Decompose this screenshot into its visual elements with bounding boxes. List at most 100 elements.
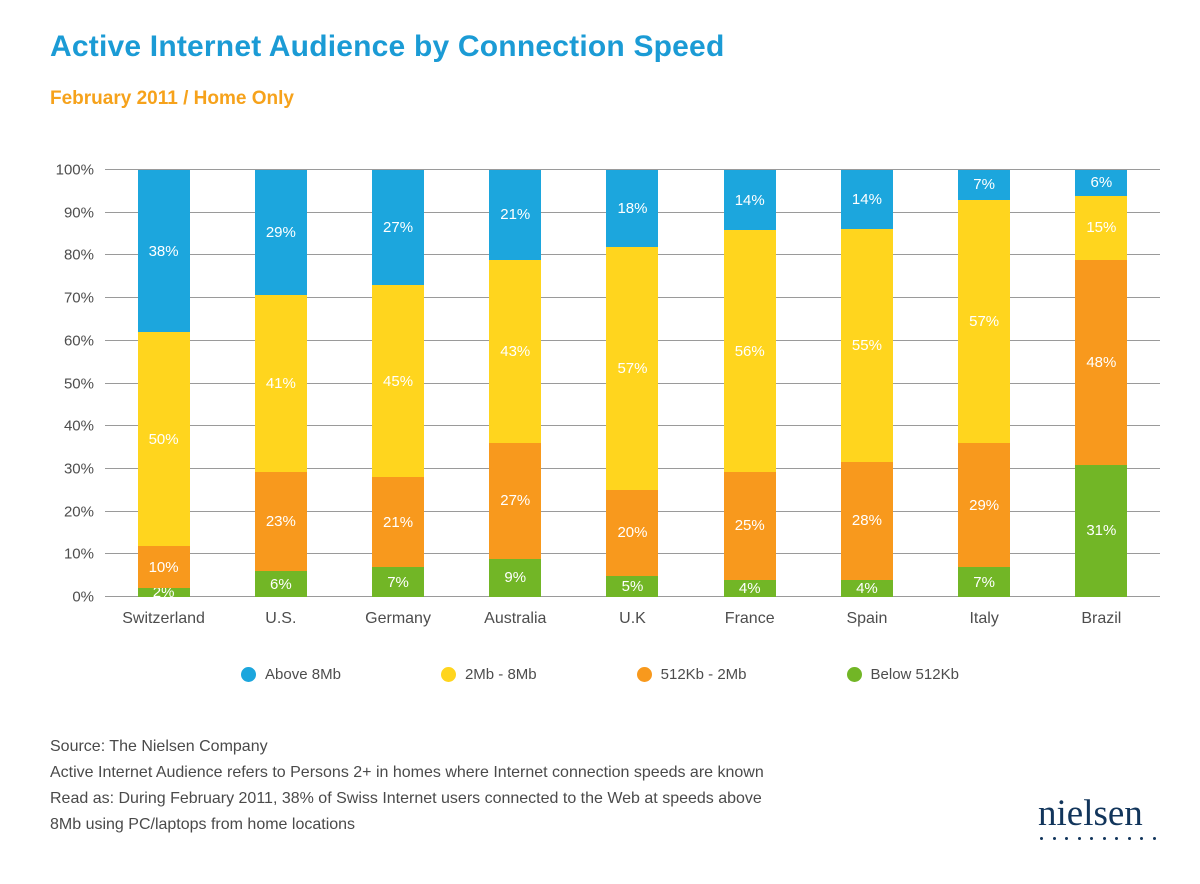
- legend-item: 2Mb - 8Mb: [440, 666, 537, 683]
- y-tick-label: 0%: [72, 588, 94, 606]
- legend-item: Below 512Kb: [846, 666, 959, 683]
- bar-column-australia: 9% 27% 43% 21%: [457, 170, 574, 597]
- bar-segment: 27%: [372, 170, 425, 286]
- bar-column-switzerland: 2% 10% 50% 38%: [105, 170, 222, 600]
- stacked-bar-chart: 0% 10% 20% 30% 40% 50% 60% 70% 80% 90% 100% 2% 10% 5…: [50, 162, 1160, 606]
- bar-segment: 31%: [1075, 464, 1128, 597]
- bars-row: 2% 10% 50% 38% 6% 23% 41% 29% 7% 21% 45% 27% 9% 27% 43…: [105, 170, 1160, 600]
- bar-segment: 5%: [606, 575, 659, 597]
- y-axis: 0% 10% 20% 30% 40% 50% 60% 70% 80% 90% 100%: [50, 162, 100, 606]
- legend-color-dot: [241, 667, 257, 682]
- logo-dot: [1040, 837, 1043, 840]
- bar-value-label: 29%: [969, 496, 1000, 514]
- bar-segment: 25%: [723, 471, 776, 580]
- bar-segment: 55%: [840, 229, 893, 462]
- bar-value-label: 6%: [269, 575, 292, 593]
- bar-value-label: 7%: [387, 573, 409, 591]
- bar-column-u-k: 5% 20% 57% 18%: [574, 170, 691, 597]
- nielsen-logo: nielsen: [1038, 795, 1160, 840]
- bar-segment: 21%: [372, 477, 425, 568]
- logo-dot: [1115, 837, 1119, 840]
- chart-title: Active Internet Audience by Connection S…: [50, 30, 725, 63]
- y-tick-label: 40%: [63, 417, 94, 435]
- bar-segment: 10%: [137, 545, 190, 589]
- bar-value-label: 5%: [621, 577, 644, 595]
- chart-subtitle: February 2011 / Home Only: [50, 88, 294, 109]
- bar-segment: 14%: [723, 170, 776, 231]
- bar-value-label: 4%: [856, 580, 878, 598]
- logo-dot: [1152, 837, 1156, 840]
- y-tick-label: 70%: [63, 289, 94, 307]
- legend-item: 512Kb - 2Mb: [636, 666, 747, 683]
- x-axis-label: U.S.: [265, 610, 297, 627]
- bar-value-label: 10%: [148, 558, 179, 576]
- y-tick-label: 20%: [63, 503, 94, 521]
- legend-label: Below 512Kb: [870, 666, 959, 683]
- bar-segment: 7%: [372, 567, 425, 597]
- bar-column-brazil: 31% 48% 15% 6%: [1043, 170, 1160, 597]
- bar-value-label: 31%: [1086, 522, 1117, 540]
- y-tick-label: 90%: [63, 204, 94, 222]
- x-axis-label: U.K: [619, 610, 646, 627]
- bar-segment: 7%: [958, 567, 1011, 597]
- gridline: [105, 169, 1160, 170]
- read-as-line-1: Read as: During February 2011, 38% of Sw…: [50, 790, 762, 807]
- bar-segment: 41%: [254, 295, 307, 472]
- legend: Above 8Mb 2Mb - 8Mb 512Kb - 2Mb Below 512Kb: [0, 666, 1200, 683]
- bar-value-label: 45%: [383, 372, 414, 390]
- bar-segment: 57%: [606, 246, 659, 491]
- bar-value-label: 27%: [383, 219, 414, 237]
- bar-value-label: 21%: [500, 206, 531, 224]
- bar-segment: 28%: [840, 461, 893, 581]
- nielsen-wordmark: nielsen: [1038, 793, 1143, 834]
- bar-value-label: 41%: [265, 375, 296, 393]
- read-as-line-2: 8Mb using PC/laptops from home locations: [50, 816, 356, 833]
- bar-stack: 4% 28% 55% 14%: [840, 170, 893, 598]
- bar-column-france: 4% 25% 56% 14%: [691, 170, 808, 597]
- x-axis: Switzerland U.S. Germany Australia U.K France…: [105, 610, 1160, 628]
- bar-value-label: 57%: [969, 313, 1000, 331]
- bar-stack: 7% 21% 45% 27%: [372, 170, 425, 597]
- x-axis-label: Germany: [365, 610, 431, 627]
- x-axis-label: Australia: [484, 610, 547, 627]
- footnotes: Source: The Nielsen Company Active Inter…: [50, 734, 764, 838]
- bar-segment: 9%: [489, 558, 542, 597]
- bar-segment: 6%: [1075, 170, 1128, 196]
- bar-segment: 14%: [840, 170, 893, 230]
- bar-segment: 21%: [489, 170, 542, 260]
- bar-segment: 18%: [606, 170, 659, 247]
- y-tick-label: 100%: [55, 161, 94, 179]
- bar-value-label: 6%: [1090, 174, 1113, 192]
- source-line: Source: The Nielsen Company: [50, 738, 268, 755]
- bar-value-label: 50%: [148, 430, 179, 448]
- bar-segment: 29%: [254, 170, 307, 296]
- bar-value-label: 43%: [500, 342, 531, 360]
- bar-value-label: 14%: [851, 191, 882, 209]
- bar-stack: 4% 25% 56% 14%: [723, 170, 776, 597]
- bar-column-italy: 7% 29% 57% 7%: [926, 170, 1043, 597]
- x-axis-label: Switzerland: [122, 610, 205, 627]
- logo-dot: [1065, 837, 1069, 840]
- bar-stack: 9% 27% 43% 21%: [489, 170, 542, 597]
- y-tick-label: 10%: [63, 545, 94, 563]
- bar-segment: 6%: [254, 571, 307, 597]
- legend-color-dot: [440, 667, 456, 682]
- bar-value-label: 27%: [500, 492, 531, 510]
- legend-color-dot: [636, 667, 652, 682]
- y-tick-label: 50%: [63, 375, 94, 392]
- bar-value-label: 14%: [734, 191, 765, 209]
- bar-segment: 38%: [137, 170, 190, 333]
- bar-segment: 20%: [606, 490, 659, 576]
- bar-column-spain: 4% 28% 55% 14%: [808, 170, 925, 597]
- legend-label: Above 8Mb: [265, 666, 341, 683]
- bar-segment: 45%: [372, 285, 425, 478]
- bar-segment: 43%: [489, 259, 542, 444]
- bar-value-label: 29%: [265, 224, 296, 242]
- bar-segment: 48%: [1075, 259, 1128, 465]
- x-axis-label: France: [724, 610, 775, 627]
- legend-item: Above 8Mb: [241, 666, 341, 683]
- bar-value-label: 25%: [734, 517, 765, 535]
- logo-dot: [1052, 837, 1056, 840]
- bar-stack: 7% 29% 57% 7%: [958, 170, 1011, 597]
